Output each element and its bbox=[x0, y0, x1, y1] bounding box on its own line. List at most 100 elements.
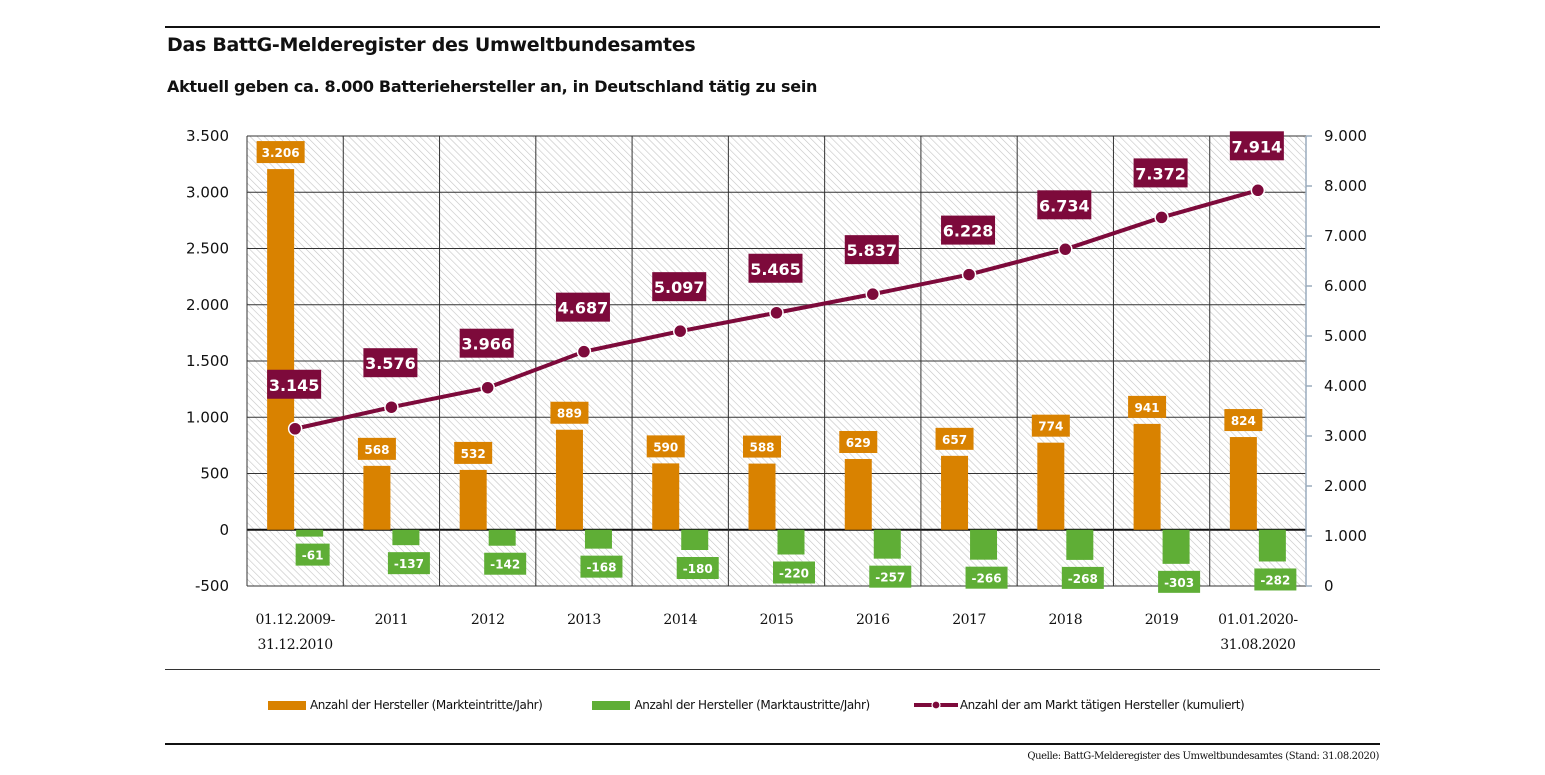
exits-data-label: -137 bbox=[394, 557, 424, 571]
cumulative-label-box bbox=[844, 235, 899, 265]
entries-label-box bbox=[743, 435, 781, 458]
orange-bar-swatch-icon bbox=[268, 700, 306, 710]
exits-data-label: -282 bbox=[1260, 573, 1290, 587]
entries-data-label: 588 bbox=[749, 441, 774, 455]
chart-plot: 3.206 -61 568 -137 532 -142 889 -168 590 -180 588 -… bbox=[186, 127, 1367, 653]
green-bar-swatch-icon bbox=[592, 700, 631, 710]
exits-label-box bbox=[965, 566, 1008, 589]
right-tick-label: 2.000 bbox=[1324, 477, 1367, 495]
exits-label-box bbox=[1061, 566, 1104, 589]
legend-label: Anzahl der am Markt tätigen Hersteller (… bbox=[959, 698, 1245, 712]
right-tick-label: 4.000 bbox=[1324, 377, 1367, 395]
exits-label-box bbox=[676, 557, 719, 579]
cumulative-data-label: 3.145 bbox=[269, 376, 320, 395]
entries-data-label: 774 bbox=[1038, 420, 1063, 434]
cumulative-data-label: 5.097 bbox=[654, 278, 705, 297]
entries-bar bbox=[363, 465, 391, 530]
cumulative-data-label: 7.914 bbox=[1232, 137, 1283, 156]
cumulative-point bbox=[480, 380, 495, 395]
exits-bar bbox=[777, 529, 805, 555]
cumulative-data-label: 6.734 bbox=[1039, 196, 1090, 215]
entries-data-label: 532 bbox=[461, 447, 486, 461]
entries-label-box bbox=[1128, 395, 1167, 418]
chart-title: Das BattG-Melderegister des Umweltbundes… bbox=[167, 34, 696, 56]
cumulative-label-box bbox=[941, 215, 996, 245]
cumulative-point bbox=[1058, 242, 1073, 257]
entries-bar bbox=[1229, 437, 1257, 530]
right-tick-label: 7.000 bbox=[1324, 227, 1367, 245]
left-tick-label: 0 bbox=[219, 521, 229, 539]
right-tick-label: 5.000 bbox=[1324, 327, 1367, 345]
cumulative-data-label: 5.837 bbox=[846, 241, 897, 260]
middle-rule bbox=[165, 669, 1380, 670]
entries-label-box bbox=[1224, 409, 1263, 432]
entries-bar bbox=[1037, 442, 1065, 530]
entries-label-box bbox=[256, 141, 305, 164]
entries-data-label: 3.206 bbox=[262, 146, 300, 160]
entries-label-box bbox=[550, 401, 589, 424]
category-label: 2012 bbox=[471, 612, 505, 628]
exits-data-label: -61 bbox=[302, 549, 324, 563]
cumulative-data-label: 4.687 bbox=[558, 299, 609, 318]
entries-data-label: 824 bbox=[1231, 414, 1256, 428]
category-label: 31.08.2020 bbox=[1220, 637, 1295, 653]
legend-label: Anzahl der Hersteller (Markteintritte/Ja… bbox=[310, 698, 543, 712]
left-tick-label: -500 bbox=[195, 577, 229, 595]
exits-label-box bbox=[869, 565, 912, 588]
exits-data-label: -266 bbox=[972, 572, 1002, 586]
cumulative-label-box bbox=[363, 348, 418, 378]
category-label: 2011 bbox=[375, 612, 409, 628]
entries-label-box bbox=[839, 430, 878, 453]
entries-data-label: 629 bbox=[846, 436, 871, 450]
entries-bar bbox=[459, 469, 487, 530]
exits-bar bbox=[1162, 529, 1190, 564]
cumulative-label-box bbox=[555, 292, 610, 322]
right-tick-label: 6.000 bbox=[1324, 277, 1367, 295]
cumulative-point bbox=[1250, 183, 1266, 198]
cumulative-label-box bbox=[267, 369, 322, 399]
category-label: 2015 bbox=[760, 612, 794, 628]
entries-data-label: 657 bbox=[942, 433, 967, 447]
entries-label-box bbox=[935, 427, 974, 450]
category-label: 2013 bbox=[567, 612, 601, 628]
exits-bar bbox=[1066, 529, 1094, 560]
entries-bar bbox=[555, 429, 583, 530]
cumulative-point bbox=[384, 399, 399, 415]
right-tick-label: 3.000 bbox=[1324, 427, 1367, 445]
exits-data-label: -168 bbox=[586, 561, 616, 575]
exits-bar bbox=[584, 529, 612, 549]
exits-label-box bbox=[484, 552, 527, 575]
exits-data-label: -257 bbox=[875, 571, 905, 585]
exits-bar bbox=[681, 529, 709, 550]
entries-label-box bbox=[646, 435, 685, 458]
exits-data-label: -180 bbox=[683, 562, 713, 576]
left-tick-label: 3.000 bbox=[186, 183, 229, 201]
cumulative-point bbox=[865, 286, 881, 302]
category-label: 01.01.2020- bbox=[1218, 612, 1298, 628]
cumulative-data-label: 3.966 bbox=[461, 335, 512, 354]
cumulative-data-label: 7.372 bbox=[1135, 164, 1186, 183]
left-tick-label: 3.500 bbox=[186, 127, 229, 145]
entries-bar bbox=[1133, 423, 1161, 530]
exits-data-label: -142 bbox=[490, 558, 520, 572]
left-tick-label: 1.000 bbox=[186, 408, 229, 426]
category-label: 2017 bbox=[952, 612, 986, 628]
cumulative-data-label: 6.228 bbox=[943, 222, 994, 241]
exits-label-box bbox=[387, 552, 430, 575]
category-label: 2014 bbox=[663, 612, 697, 628]
left-tick-label: 2.500 bbox=[186, 240, 229, 258]
left-tick-label: 1.500 bbox=[186, 352, 229, 370]
cumulative-label-box bbox=[652, 272, 707, 302]
exits-label-box bbox=[773, 561, 815, 584]
category-label: 2018 bbox=[1048, 612, 1082, 628]
right-tick-label: 1.000 bbox=[1324, 527, 1367, 545]
cumulative-point bbox=[576, 344, 592, 359]
top-rule bbox=[165, 26, 1380, 28]
left-tick-label: 500 bbox=[200, 465, 229, 483]
entries-bar bbox=[844, 458, 872, 530]
entries-bar bbox=[267, 169, 295, 530]
right-tick-label: 0 bbox=[1324, 577, 1334, 595]
legend-item-exits: Anzahl der Hersteller (Marktaustritte/Ja… bbox=[592, 698, 870, 712]
legend-item-cumulative: Anzahl der am Markt tätigen Hersteller (… bbox=[913, 698, 1245, 712]
exits-bar bbox=[1258, 529, 1286, 562]
